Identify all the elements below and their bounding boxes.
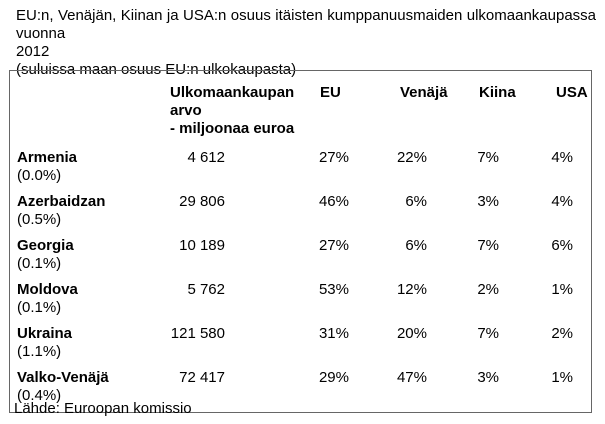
column-header-trade-value-line2: - miljoonaa euroa (170, 120, 295, 137)
usa-share-cell: 1% (551, 369, 573, 386)
country-cell: Moldova (0.1%) (10, 281, 160, 317)
row-filler (573, 237, 591, 273)
russia-share-cell: 22% (396, 149, 427, 166)
document-header: EU:n, Venäjän, Kiinan ja USA:n osuus itä… (16, 7, 596, 79)
table-row: Georgia (0.1%) 10 189 27% 6% 7% 6% (10, 237, 591, 273)
usa-share-cell: 6% (551, 237, 573, 254)
eu-share-cell: 31% (318, 325, 349, 342)
russia-share-cell: 47% (396, 369, 427, 386)
usa-share-cell: 4% (551, 149, 573, 166)
country-cell: Azerbaidzan (0.5%) (10, 193, 160, 229)
trade-value-cell: 5 762 (187, 281, 225, 298)
country-eu-trade-share: (1.1%) (17, 343, 62, 360)
country-name: Ukraina (17, 325, 73, 342)
row-filler (573, 149, 591, 185)
russia-share-cell: 6% (405, 237, 427, 254)
country-name: Moldova (17, 281, 78, 298)
table-row: Armenia (0.0%) 4 612 27% 22% 7% 4% (10, 149, 591, 185)
china-share-cell: 3% (477, 193, 499, 210)
country-name: Valko-Venäjä (17, 369, 109, 386)
country-name: Azerbaidzan (17, 193, 106, 210)
china-share-cell: 7% (477, 149, 499, 166)
table-row: Moldova (0.1%) 5 762 53% 12% 2% 1% (10, 281, 591, 317)
country-eu-trade-share: (0.5%) (17, 211, 62, 228)
trade-value-cell: 4 612 (187, 149, 225, 166)
source-note: Lähde: Euroopan komissio (14, 400, 192, 417)
country-name: Georgia (17, 237, 74, 254)
column-header-trade-value-line1: Ulkomaankaupan arvo (170, 84, 295, 119)
trade-value-cell: 121 580 (170, 325, 225, 342)
row-filler (573, 193, 591, 229)
column-header-trade-value: Ulkomaankaupan arvo - miljoonaa euroa (160, 84, 320, 138)
column-header-china: Kiina (479, 84, 516, 101)
country-name: Armenia (17, 149, 78, 166)
eu-share-cell: 27% (318, 237, 349, 254)
china-share-cell: 2% (477, 281, 499, 298)
column-header-russia: Venäjä (400, 84, 448, 101)
table-row: Valko-Venäjä (0.4%) 72 417 29% 47% 3% 1% (10, 369, 591, 405)
page-title-line2: 2012 (16, 43, 50, 60)
table-row: Azerbaidzan (0.5%) 29 806 46% 6% 3% 4% (10, 193, 591, 229)
usa-share-cell: 4% (551, 193, 573, 210)
column-header-usa: USA (556, 84, 588, 101)
column-header-eu: EU (320, 84, 341, 101)
china-share-cell: 7% (477, 237, 499, 254)
eu-share-cell: 27% (318, 149, 349, 166)
usa-share-cell: 1% (551, 281, 573, 298)
trade-value-cell: 29 806 (179, 193, 225, 210)
usa-share-cell: 2% (551, 325, 573, 342)
row-filler (573, 369, 591, 405)
country-cell: Ukraina (1.1%) (10, 325, 160, 361)
country-eu-trade-share: (0.4%) (17, 387, 62, 404)
russia-share-cell: 20% (396, 325, 427, 342)
table-row: Ukraina (1.1%) 121 580 31% 20% 7% 2% (10, 325, 591, 361)
page-subtitle: (suluissa maan osuus EU:n ulkokaupasta) (16, 61, 297, 78)
country-eu-trade-share: (0.1%) (17, 255, 62, 272)
russia-share-cell: 12% (396, 281, 427, 298)
eu-share-cell: 29% (318, 369, 349, 386)
table-header-row: Ulkomaankaupan arvo - miljoonaa euroa EU… (10, 84, 591, 138)
china-share-cell: 7% (477, 325, 499, 342)
country-column-header-empty (10, 84, 160, 138)
trade-share-table: Ulkomaankaupan arvo - miljoonaa euroa EU… (9, 70, 592, 413)
russia-share-cell: 6% (405, 193, 427, 210)
page-title-line1: EU:n, Venäjän, Kiinan ja USA:n osuus itä… (16, 7, 596, 42)
eu-share-cell: 53% (318, 281, 349, 298)
trade-value-cell: 72 417 (179, 369, 225, 386)
china-share-cell: 3% (477, 369, 499, 386)
country-cell: Georgia (0.1%) (10, 237, 160, 273)
trade-value-cell: 10 189 (179, 237, 225, 254)
country-eu-trade-share: (0.0%) (17, 167, 62, 184)
eu-share-cell: 46% (318, 193, 349, 210)
country-cell: Valko-Venäjä (0.4%) (10, 369, 160, 405)
country-cell: Armenia (0.0%) (10, 149, 160, 185)
row-filler (573, 281, 591, 317)
country-eu-trade-share: (0.1%) (17, 299, 62, 316)
row-filler (573, 325, 591, 361)
